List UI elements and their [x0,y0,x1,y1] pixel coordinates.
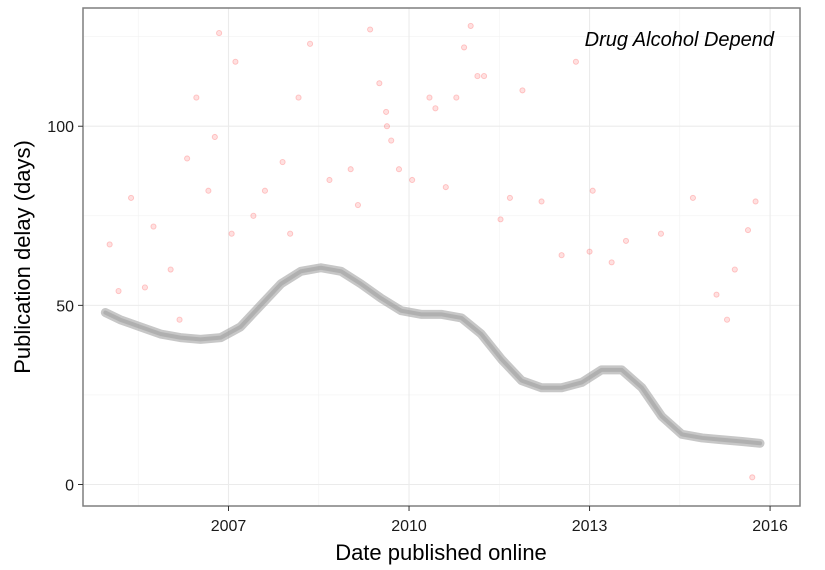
data-point [184,155,191,162]
data-point [383,108,390,115]
data-point [306,40,314,47]
smooth-line [103,265,763,446]
data-point [689,194,696,201]
x-tick-label: 2013 [572,518,608,535]
data-point [295,94,302,101]
data-points [106,22,759,481]
data-point [261,187,268,194]
data-point [232,58,239,65]
grid-major-lines [83,8,800,506]
data-point [480,73,488,80]
smooth-trend [100,263,765,448]
x-tick-label: 2016 [752,518,788,535]
data-point [250,212,257,219]
y-tick-label: 0 [65,478,74,495]
data-point [141,284,148,291]
data-point [749,474,756,481]
data-point [731,266,738,273]
data-point [395,166,403,173]
data-point [608,259,615,266]
data-point [167,266,174,273]
data-point [426,94,433,101]
data-point [586,248,593,255]
data-point [287,230,294,237]
data-point [497,216,504,223]
grid-minor-lines [83,8,800,506]
data-point [724,316,731,323]
data-point [432,105,439,112]
x-axis-title: Date published online [335,540,547,565]
data-point [326,176,333,184]
data-point [558,252,565,259]
y-tick-label: 100 [47,119,74,136]
data-point [467,22,474,29]
axis-ticks [78,125,771,511]
x-tick-labels: 2007 2010 2013 2016 [211,518,788,535]
data-point [506,194,513,201]
data-point [388,137,395,144]
data-point [474,73,481,80]
y-tick-labels: 0 50 100 [47,119,74,494]
data-point [205,187,212,194]
data-point [744,227,752,234]
data-point [347,166,354,173]
data-point [442,184,449,191]
data-point [228,230,235,237]
data-point [622,237,630,244]
x-tick-label: 2010 [391,518,427,535]
data-point [519,87,526,94]
data-point [713,291,720,298]
journal-annotation: Drug Alcohol Depend [585,29,775,51]
data-point [589,187,596,194]
data-point [354,201,361,209]
data-point [376,80,383,87]
data-point [193,94,200,101]
data-point [383,123,390,130]
data-point [115,287,122,295]
data-point [176,316,183,323]
data-point [279,159,286,166]
data-point [216,30,223,37]
data-point [409,176,416,184]
x-tick-label: 2007 [211,518,247,535]
data-point [461,44,468,51]
data-point [657,230,664,237]
data-point [150,223,157,230]
data-point [106,241,113,248]
data-point [128,194,135,201]
data-point [572,58,579,65]
data-point [367,26,374,33]
y-axis-title: Publication delay (days) [10,140,35,374]
data-point [453,94,460,101]
plot-panel-border [82,7,801,507]
data-point [211,133,218,141]
y-tick-label: 50 [56,298,74,315]
data-point [538,198,545,205]
data-point [752,198,759,205]
